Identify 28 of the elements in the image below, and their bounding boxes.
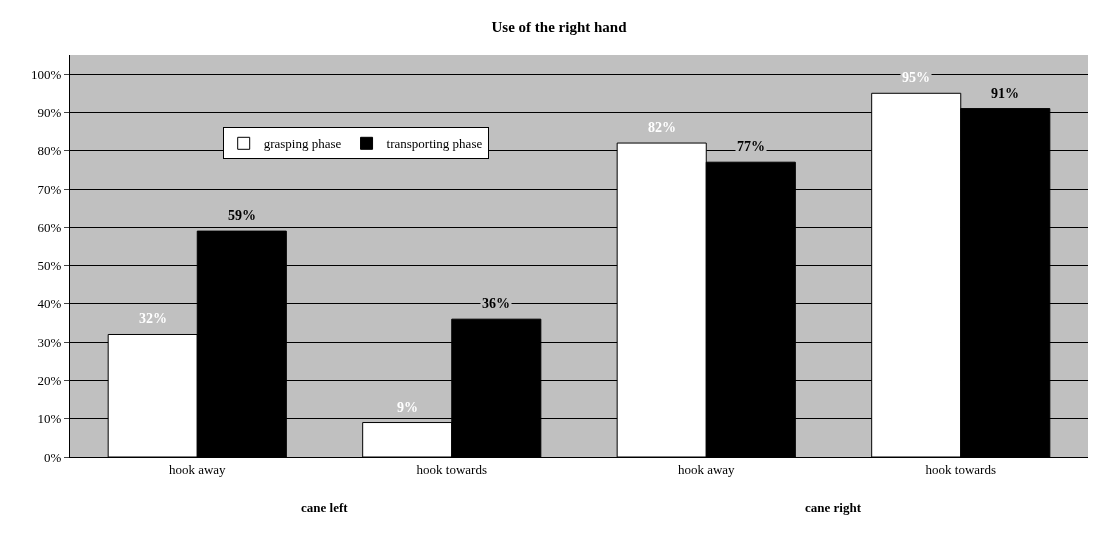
- y-tick-label: 10%: [37, 411, 62, 427]
- y-tick-label: 0%: [44, 449, 62, 465]
- x-tick-label: hook away: [677, 461, 736, 477]
- data-label: 95%: [902, 70, 930, 85]
- y-tick-label: 90%: [37, 104, 62, 120]
- x-tick-label: hook away: [168, 461, 227, 477]
- y-tick-label: 80%: [37, 143, 62, 159]
- data-label: 59%: [228, 208, 256, 223]
- data-label: 36%: [482, 296, 510, 311]
- x-tick-label: hook towards: [416, 461, 487, 477]
- chart-title: Use of the right hand: [491, 18, 628, 35]
- legend-label: transporting phase: [386, 136, 483, 152]
- data-label: 32%: [139, 311, 167, 326]
- text: cane left: [301, 500, 349, 515]
- text: cane right: [805, 500, 862, 515]
- data-label: 9%: [397, 400, 418, 415]
- y-tick-label: 100%: [31, 66, 62, 82]
- x-tick-label: hook towards: [925, 461, 996, 477]
- y-tick-label: 40%: [37, 296, 62, 312]
- data-label: 91%: [991, 86, 1019, 101]
- data-label: 77%: [737, 139, 765, 154]
- y-tick-label: 50%: [37, 258, 62, 274]
- data-label: 82%: [648, 120, 676, 135]
- y-tick-label: 20%: [37, 372, 62, 388]
- y-tick-label: 70%: [37, 181, 62, 197]
- legend-label: grasping phase: [263, 136, 342, 152]
- y-tick-label: 60%: [37, 219, 62, 235]
- y-tick-label: 30%: [37, 334, 62, 350]
